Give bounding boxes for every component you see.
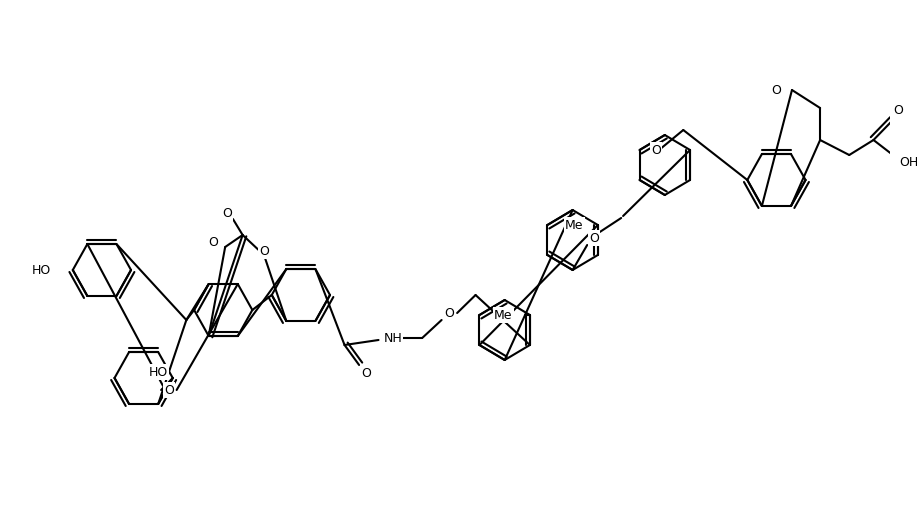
Text: O: O	[771, 83, 781, 97]
Text: O: O	[164, 383, 174, 397]
Text: Me: Me	[494, 309, 513, 321]
Text: O: O	[222, 206, 232, 220]
Text: NH: NH	[383, 332, 403, 344]
Text: HO: HO	[32, 264, 51, 276]
Text: O: O	[589, 231, 599, 244]
Text: O: O	[361, 366, 370, 380]
Text: O: O	[893, 104, 902, 117]
Text: O: O	[260, 244, 269, 258]
Text: HO: HO	[149, 365, 168, 379]
Text: O: O	[651, 144, 661, 156]
Text: OH: OH	[900, 155, 917, 169]
Text: O: O	[208, 236, 218, 248]
Text: O: O	[445, 307, 454, 319]
Text: Me: Me	[565, 219, 583, 231]
